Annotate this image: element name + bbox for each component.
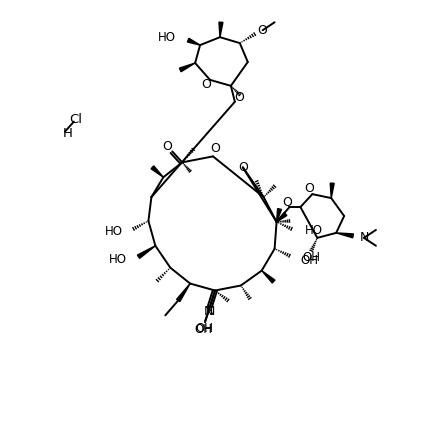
Text: HO: HO <box>305 224 322 237</box>
Text: O: O <box>258 24 268 37</box>
Text: H: H <box>63 127 73 140</box>
Polygon shape <box>330 183 334 198</box>
Text: O: O <box>201 79 211 91</box>
Polygon shape <box>219 22 223 37</box>
Text: OH: OH <box>195 322 213 335</box>
Text: O: O <box>210 142 220 155</box>
Text: O: O <box>305 181 314 195</box>
Text: N: N <box>359 231 368 245</box>
Polygon shape <box>151 166 163 177</box>
Text: N: N <box>205 305 215 318</box>
Polygon shape <box>262 271 275 283</box>
Text: O: O <box>282 196 292 208</box>
Polygon shape <box>138 246 155 258</box>
Text: HO: HO <box>109 253 127 266</box>
Text: HO: HO <box>105 225 123 239</box>
Text: N: N <box>203 305 213 318</box>
Polygon shape <box>187 38 200 45</box>
Text: O: O <box>238 161 248 174</box>
Polygon shape <box>336 233 354 238</box>
Text: O: O <box>234 91 244 104</box>
Text: OH: OH <box>194 323 212 336</box>
Polygon shape <box>179 63 195 72</box>
Text: OH: OH <box>302 251 320 264</box>
Polygon shape <box>177 284 190 302</box>
Text: Cl: Cl <box>69 113 82 126</box>
Text: OH: OH <box>300 254 318 267</box>
Polygon shape <box>276 212 287 222</box>
Polygon shape <box>276 208 282 222</box>
Text: HO: HO <box>158 30 176 44</box>
Text: O: O <box>162 140 172 153</box>
